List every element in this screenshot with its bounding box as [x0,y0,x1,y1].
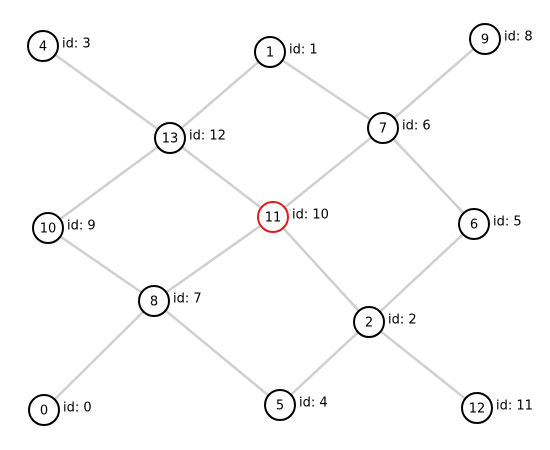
node-label: 0 [40,404,48,419]
node-label: 11 [265,211,282,226]
node-label: 9 [481,33,489,48]
node-id-label: id: 11 [496,399,533,414]
edge-11-8 [153,215,274,303]
node-label: 8 [150,295,158,310]
edge-13-1 [169,51,271,139]
node-id-label: id: 9 [67,219,96,234]
node-id-label: id: 7 [173,292,202,307]
node-id-label: id: 8 [504,30,533,45]
node-id-label: id: 5 [493,215,522,230]
node-circle[interactable] [264,389,296,421]
node-label: 5 [276,399,284,414]
node-4[interactable]: 4 id: 3 [27,30,91,62]
node-7[interactable]: 7 id: 6 [367,112,431,144]
edge-13-11 [169,137,274,218]
node-9[interactable]: 9 id: 8 [469,23,533,55]
edge-4-13 [42,44,171,140]
node-circle[interactable] [27,30,59,62]
node-label: 10 [40,222,57,237]
node-label: 7 [379,122,387,137]
node-id-label: id: 3 [62,37,91,52]
node-id-label: id: 12 [189,129,226,144]
node-12[interactable]: 12 id: 11 [461,392,533,424]
node-circle[interactable] [461,392,493,424]
node-circle[interactable] [154,122,186,154]
node-2[interactable]: 2 id: 2 [353,306,417,338]
node-circle[interactable] [254,36,286,68]
edge-5-2 [279,321,370,406]
node-label: 13 [162,132,179,147]
node-label: 4 [39,40,47,55]
node-11[interactable]: 11 id: 10 [257,201,329,233]
node-circle[interactable] [458,208,490,240]
node-id-label: id: 4 [299,396,328,411]
node-circle[interactable] [353,306,385,338]
nodes-layer: 0 id: 01 id: 12 id: 24 id: 35 id: 46 id: 57 id:… [27,23,533,426]
selected-node-circle[interactable] [257,201,289,233]
edge-1-7 [269,50,384,130]
node-circle[interactable] [367,112,399,144]
edge-9-7 [382,38,486,129]
edge-13-10 [47,136,171,230]
node-id-label: id: 6 [402,119,431,134]
node-13[interactable]: 13 id: 12 [154,122,226,154]
node-circle[interactable] [32,212,64,244]
node-id-label: id: 1 [289,43,318,58]
node-10[interactable]: 10 id: 9 [32,212,96,244]
edges-layer [42,38,486,411]
node-id-label: id: 2 [388,313,417,328]
edge-7-11 [272,127,384,218]
node-id-label: id: 0 [63,401,92,416]
edge-8-5 [153,300,281,406]
node-8[interactable]: 8 id: 7 [138,285,202,317]
node-label: 2 [365,316,373,331]
node-5[interactable]: 5 id: 4 [264,389,328,421]
node-0[interactable]: 0 id: 0 [28,394,92,426]
edge-6-2 [368,223,475,323]
node-circle[interactable] [469,23,501,55]
node-1[interactable]: 1 id: 1 [254,36,318,68]
node-label: 1 [266,46,274,61]
edge-10-8 [47,226,155,303]
node-6[interactable]: 6 id: 5 [458,208,522,240]
node-label: 6 [470,218,478,233]
edge-7-6 [382,127,475,225]
node-label: 12 [469,402,486,417]
node-id-label: id: 10 [292,208,329,223]
node-circle[interactable] [28,394,60,426]
edge-8-0 [43,300,155,411]
node-circle[interactable] [138,285,170,317]
edge-11-2 [272,216,370,323]
edge-2-12 [368,321,478,409]
